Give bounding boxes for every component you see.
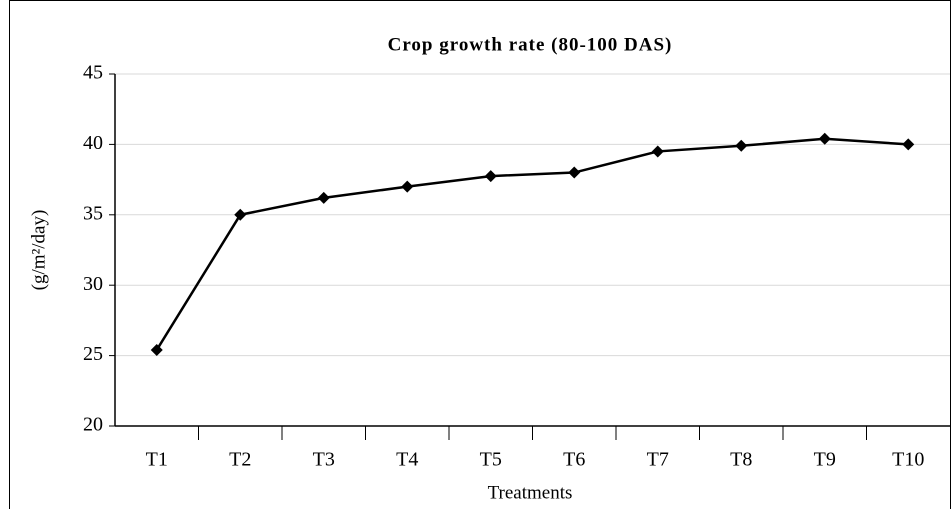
marker [818,132,831,145]
x-tick-label: T10 [892,449,924,471]
marker [484,170,497,183]
x-axis-label: Treatments [488,482,573,503]
marker [317,191,330,204]
marker [651,145,664,158]
marker [568,166,581,179]
marker [401,180,414,193]
y-tick-label: 45 [83,62,103,84]
x-tick-label: T9 [814,449,836,471]
y-tick-label: 40 [83,132,103,154]
marker [150,343,163,356]
x-tick-label: T2 [229,449,251,471]
x-tick-label: T3 [313,449,335,471]
x-tick-label: T8 [730,449,752,471]
x-tick-label: T7 [647,449,669,471]
x-tick-label: T5 [480,449,502,471]
x-tick-label: T6 [563,449,585,471]
chart-border [9,0,951,509]
y-tick-label: 25 [83,343,103,365]
x-tick-label: T1 [146,449,168,471]
y-tick-label: 20 [83,414,103,436]
line [155,137,909,351]
x-tick-label: T4 [396,449,418,471]
y-tick-label: 30 [83,273,103,295]
marker [902,138,915,151]
marker [735,139,748,152]
marker [234,208,247,221]
y-tick-label: 35 [83,202,103,224]
y-axis-label: (g/m²/day) [28,210,49,291]
chart-title: Crop growth rate (80-100 DAS) [388,34,673,55]
